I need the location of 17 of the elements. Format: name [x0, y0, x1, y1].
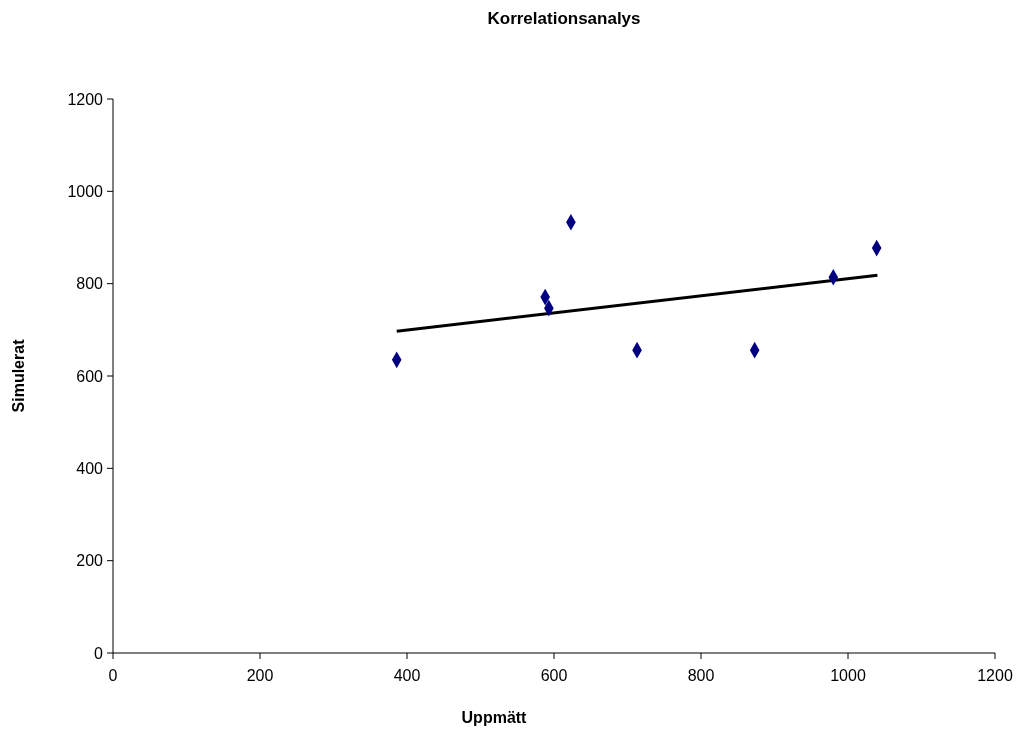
- x-tick-label: 800: [687, 667, 715, 684]
- y-tick-label: 1200: [67, 90, 104, 108]
- y-tick-label: 200: [76, 552, 104, 570]
- x-tick-label: 200: [246, 667, 274, 684]
- y-axis-title: Simulerat: [10, 338, 27, 413]
- x-tick-label: 1000: [830, 667, 866, 684]
- y-tick-label: 1000: [67, 182, 104, 200]
- x-tick-label: 400: [393, 667, 421, 684]
- x-axis-title: Uppmätt: [461, 709, 528, 726]
- x-tick-label: 600: [540, 667, 568, 684]
- y-tick-label: 600: [76, 367, 104, 385]
- chart-title: Korrelationsanalys: [487, 9, 641, 28]
- x-tick-label: 1200: [977, 667, 1013, 684]
- y-tick-label: 400: [76, 459, 104, 477]
- y-tick-label: 800: [76, 275, 104, 293]
- y-tick-label: 0: [94, 644, 104, 662]
- x-tick-label: 0: [108, 667, 118, 684]
